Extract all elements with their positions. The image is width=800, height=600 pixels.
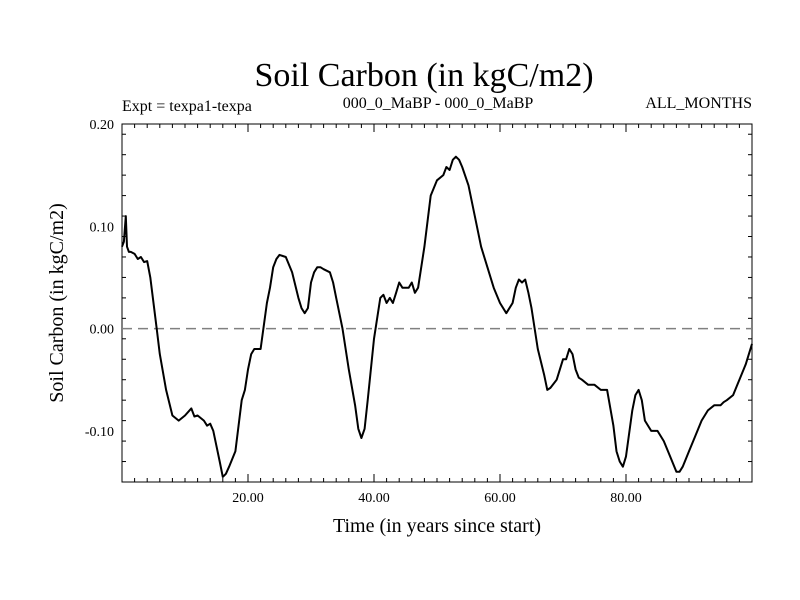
soil-carbon-series-line [121, 155, 753, 478]
y-axis-label: Soil Carbon (in kgC/m2) [46, 203, 68, 402]
x-axis-label: Time (in years since start) [333, 515, 541, 537]
y-tick-label: 0.20 [90, 118, 115, 133]
plot-frame [121, 123, 753, 483]
x-tick-label: 80.00 [610, 491, 642, 506]
chart-title: Soil Carbon (in kgC/m2) [254, 57, 593, 94]
period-label: 000_0_MaBP - 000_0_MaBP [343, 95, 534, 112]
x-tick-label: 60.00 [484, 491, 516, 506]
y-tick-label: 0.00 [90, 323, 115, 338]
months-label: ALL_MONTHS [645, 95, 752, 112]
y-tick-label: -0.10 [85, 425, 114, 440]
experiment-label: Expt = texpa1-texpa [122, 98, 252, 115]
y-axis-ticks: 0.20 0.10 0.00 -0.10 [85, 118, 752, 483]
x-axis-ticks: 20.00 40.00 60.00 80.00 [134, 124, 753, 506]
x-tick-label: 20.00 [232, 491, 264, 506]
x-tick-label: 40.00 [358, 491, 390, 506]
y-tick-label: 0.10 [90, 220, 115, 235]
